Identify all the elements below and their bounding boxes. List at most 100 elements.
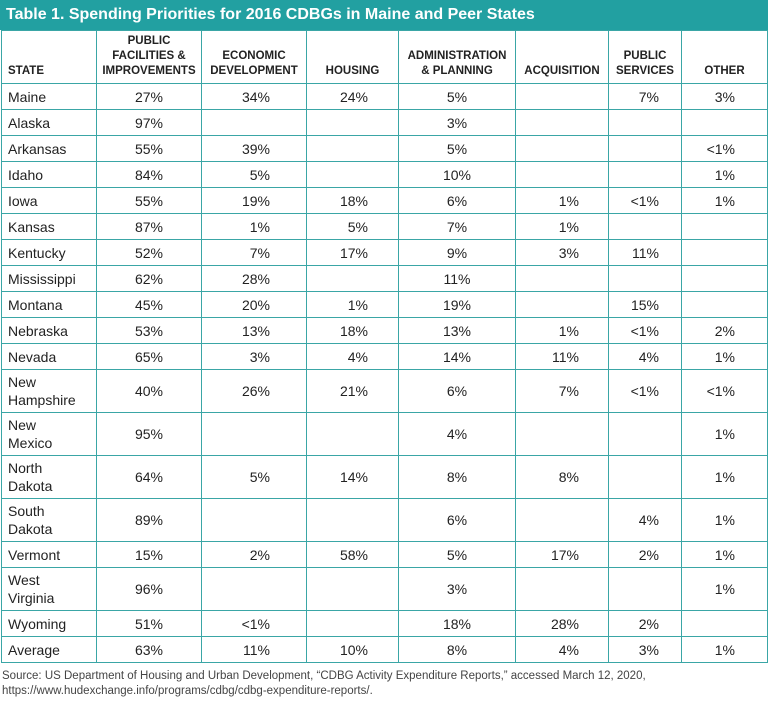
value-cell: 1% <box>681 498 768 542</box>
value-cell <box>681 109 768 136</box>
value-cell: 26% <box>201 369 307 413</box>
value-cell <box>201 109 307 136</box>
value-cell: 7% <box>608 83 682 110</box>
value-cell: 24% <box>306 83 399 110</box>
value-cell: 1% <box>681 567 768 611</box>
value-cell <box>515 291 609 318</box>
value-cell <box>306 567 399 611</box>
value-cell: 1% <box>681 412 768 456</box>
value-cell <box>608 412 682 456</box>
value-cell: 1% <box>681 636 768 663</box>
table-row: Alaska 97% 3% <box>1 109 768 136</box>
value-cell: 5% <box>201 161 307 188</box>
value-cell: 4% <box>398 412 516 456</box>
value-cell: 1% <box>306 291 399 318</box>
value-cell: 13% <box>201 317 307 344</box>
value-cell: 87% <box>96 213 202 240</box>
value-cell: 1% <box>681 187 768 214</box>
value-cell: 5% <box>398 541 516 568</box>
value-cell: <1% <box>201 610 307 637</box>
state-cell: New Hampshire <box>1 369 97 413</box>
table-row: New Hampshire 40% 26% 21% 6% 7% <1% <1% <box>1 369 768 413</box>
value-cell <box>681 291 768 318</box>
value-cell <box>608 567 682 611</box>
value-cell: 96% <box>96 567 202 611</box>
value-cell <box>681 213 768 240</box>
value-cell <box>681 265 768 292</box>
value-cell: 7% <box>515 369 609 413</box>
value-cell: 18% <box>306 187 399 214</box>
column-header: STATE <box>1 30 97 84</box>
table-row: Iowa 55% 19% 18% 6% 1% <1% 1% <box>1 187 768 214</box>
value-cell: 28% <box>201 265 307 292</box>
value-cell: 27% <box>96 83 202 110</box>
table-row: New Mexico 95% 4% 1% <box>1 412 768 456</box>
state-cell: South Dakota <box>1 498 97 542</box>
value-cell: 6% <box>398 369 516 413</box>
value-cell: 10% <box>306 636 399 663</box>
table-row: West Virginia 96% 3% 1% <box>1 567 768 611</box>
value-cell <box>306 135 399 162</box>
state-cell: Idaho <box>1 161 97 188</box>
value-cell: 84% <box>96 161 202 188</box>
value-cell: 89% <box>96 498 202 542</box>
column-header: HOUSING <box>306 30 399 84</box>
value-cell: 39% <box>201 135 307 162</box>
value-cell: 51% <box>96 610 202 637</box>
value-cell <box>515 109 609 136</box>
value-cell: 19% <box>201 187 307 214</box>
table-row: Vermont 15% 2% 58% 5% 17% 2% 1% <box>1 541 768 568</box>
data-table: STATE PUBLIC FACILITIES & IMPROVEMENTS ECO… <box>1 30 768 663</box>
table-row: Idaho 84% 5% 10% 1% <box>1 161 768 188</box>
value-cell <box>515 161 609 188</box>
value-cell: 1% <box>681 161 768 188</box>
value-cell: 8% <box>515 455 609 499</box>
value-cell: 4% <box>608 343 682 370</box>
value-cell: 28% <box>515 610 609 637</box>
value-cell: 15% <box>608 291 682 318</box>
value-cell: 1% <box>681 455 768 499</box>
table-row: Maine 27% 34% 24% 5% 7% 3% <box>1 83 768 110</box>
value-cell: 97% <box>96 109 202 136</box>
value-cell: 1% <box>515 187 609 214</box>
value-cell: 3% <box>201 343 307 370</box>
value-cell: 62% <box>96 265 202 292</box>
value-cell: 1% <box>515 317 609 344</box>
state-cell: Nevada <box>1 343 97 370</box>
value-cell: 1% <box>201 213 307 240</box>
table-row: Montana 45% 20% 1% 19% 15% <box>1 291 768 318</box>
value-cell <box>608 213 682 240</box>
value-cell <box>608 161 682 188</box>
value-cell: 45% <box>96 291 202 318</box>
value-cell <box>306 265 399 292</box>
value-cell: 21% <box>306 369 399 413</box>
column-header: ADMINISTRATION & PLANNING <box>398 30 516 84</box>
value-cell: 53% <box>96 317 202 344</box>
value-cell <box>306 610 399 637</box>
value-cell: 1% <box>681 343 768 370</box>
column-header: PUBLIC SERVICES <box>608 30 682 84</box>
value-cell: 4% <box>608 498 682 542</box>
value-cell: 3% <box>398 567 516 611</box>
state-cell: Kentucky <box>1 239 97 266</box>
table-row: Kansas 87% 1% 5% 7% 1% <box>1 213 768 240</box>
value-cell: 3% <box>608 636 682 663</box>
value-cell <box>201 498 307 542</box>
value-cell <box>608 135 682 162</box>
state-cell: West Virginia <box>1 567 97 611</box>
value-cell: 6% <box>398 498 516 542</box>
state-cell: Vermont <box>1 541 97 568</box>
value-cell <box>306 161 399 188</box>
column-header: OTHER <box>681 30 768 84</box>
table-title: Table 1. Spending Priorities for 2016 CD… <box>0 0 768 30</box>
state-cell: Montana <box>1 291 97 318</box>
state-cell: Wyoming <box>1 610 97 637</box>
value-cell: 17% <box>306 239 399 266</box>
state-cell: Arkansas <box>1 135 97 162</box>
value-cell: 9% <box>398 239 516 266</box>
value-cell: 3% <box>398 109 516 136</box>
value-cell: 18% <box>306 317 399 344</box>
value-cell <box>515 498 609 542</box>
table-row: Average 63% 11% 10% 8% 4% 3% 1% <box>1 636 768 663</box>
